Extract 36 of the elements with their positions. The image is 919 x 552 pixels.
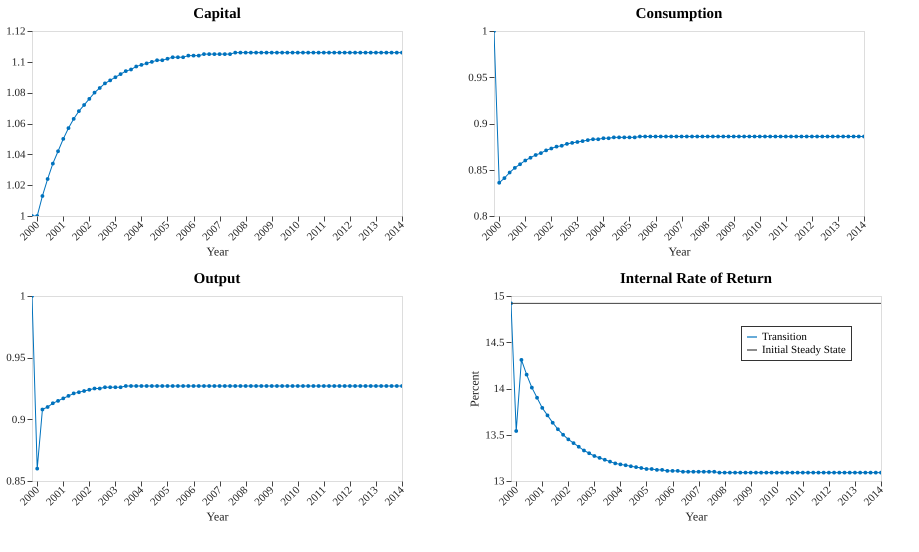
x-axis-title: Year	[206, 510, 229, 524]
y-tick-label: 0.9	[12, 414, 26, 426]
y-tick-label: 0.9	[474, 118, 488, 130]
y-axis-title: Percent	[467, 370, 482, 407]
y-tick-label: 0.85	[468, 164, 488, 176]
chart-title: Consumption	[636, 6, 724, 22]
x-tick-label: 2011	[784, 484, 808, 508]
y-tick-label: 1.06	[6, 118, 26, 130]
y-tick-label: 14	[494, 383, 505, 395]
chart-title: Internal Rate of Return	[620, 271, 773, 287]
x-tick-label: 2011	[304, 484, 329, 508]
y-tick-label: 1.12	[6, 26, 26, 38]
legend-label: Initial Steady State	[762, 344, 846, 356]
y-tick-label: 1	[482, 26, 488, 38]
x-axis-title: Year	[206, 244, 229, 259]
y-tick-label: 0.95	[468, 72, 488, 84]
y-tick-label: 0.95	[6, 352, 26, 364]
y-tick-label: 14.5	[485, 336, 505, 349]
y-tick-label: 13.5	[485, 429, 505, 442]
x-tick-label: 2011	[304, 219, 329, 244]
y-tick-label: 15	[494, 290, 505, 302]
x-axis-title: Year	[668, 244, 691, 259]
y-tick-label: 1.04	[6, 148, 26, 161]
chart-title: Capital	[193, 6, 241, 22]
y-tick-label: 13	[494, 476, 505, 488]
y-tick-label: 0.85	[6, 476, 26, 488]
x-axis-title: Year	[685, 510, 708, 524]
y-tick-label: 0.8	[474, 210, 488, 222]
y-tick-label: 1	[20, 210, 26, 222]
chart-title: Output	[194, 271, 240, 287]
y-tick-label: 1.02	[6, 180, 26, 192]
y-tick-label: 1.08	[6, 87, 26, 100]
y-tick-label: 1.1	[12, 56, 26, 68]
x-tick-label: 2011	[766, 219, 791, 244]
y-tick-label: 1	[20, 290, 26, 302]
legend-label: Transition	[762, 331, 808, 343]
